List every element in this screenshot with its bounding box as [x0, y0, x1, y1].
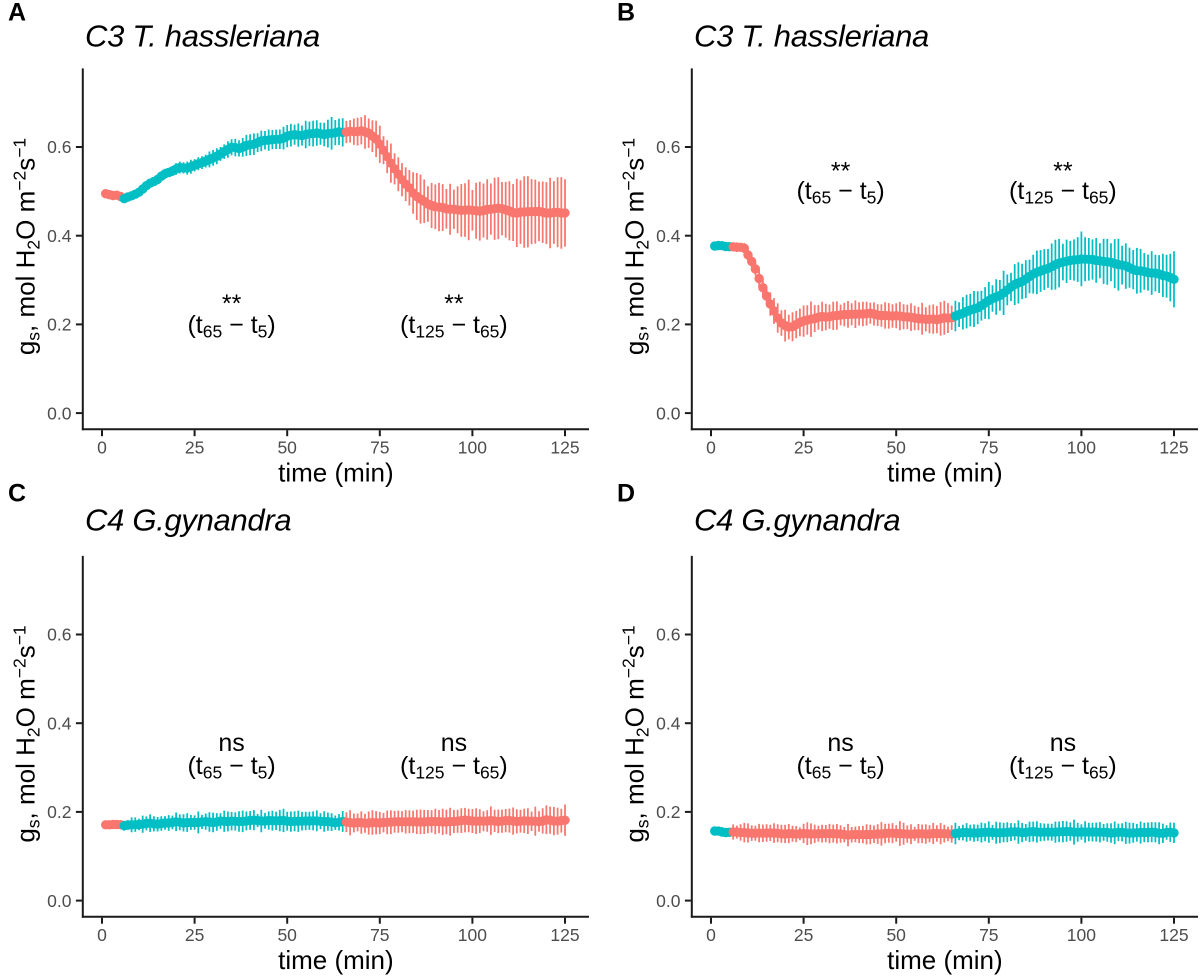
svg-text:(t65 − t5): (t65 − t5)	[796, 752, 884, 783]
svg-text:75: 75	[979, 438, 998, 458]
svg-text:0.0: 0.0	[656, 891, 681, 911]
svg-text:0.4: 0.4	[47, 226, 72, 246]
svg-text:75: 75	[370, 438, 389, 458]
svg-text:0.0: 0.0	[47, 891, 72, 911]
svg-text:125: 125	[550, 438, 579, 458]
svg-text:B: B	[617, 0, 635, 27]
svg-text:ns: ns	[218, 729, 244, 757]
svg-text:0: 0	[706, 438, 716, 458]
svg-text:50: 50	[886, 925, 906, 945]
svg-text:0.4: 0.4	[656, 713, 681, 733]
svg-text:25: 25	[794, 925, 813, 945]
svg-text:100: 100	[1067, 925, 1096, 945]
svg-text:100: 100	[1067, 438, 1096, 458]
svg-text:time (min): time (min)	[278, 945, 394, 975]
svg-text:0.6: 0.6	[47, 137, 71, 157]
svg-text:time (min): time (min)	[278, 457, 394, 487]
svg-text:0.0: 0.0	[47, 403, 72, 423]
svg-text:100: 100	[458, 438, 487, 458]
svg-text:C3 T. hassleriana: C3 T. hassleriana	[85, 18, 320, 53]
svg-text:A: A	[8, 0, 26, 27]
svg-text:50: 50	[277, 925, 297, 945]
svg-text:0: 0	[706, 925, 716, 945]
svg-text:0.4: 0.4	[47, 713, 72, 733]
svg-text:25: 25	[794, 438, 813, 458]
svg-text:0.0: 0.0	[656, 403, 681, 423]
svg-text:100: 100	[458, 925, 487, 945]
svg-text:125: 125	[550, 925, 579, 945]
svg-text:time (min): time (min)	[887, 457, 1003, 487]
svg-text:ns: ns	[441, 729, 467, 757]
svg-text:125: 125	[1159, 925, 1188, 945]
svg-text:50: 50	[886, 438, 906, 458]
svg-text:0: 0	[97, 438, 107, 458]
svg-text:75: 75	[370, 925, 389, 945]
svg-text:0.2: 0.2	[47, 315, 71, 335]
svg-text:0.4: 0.4	[656, 226, 681, 246]
svg-text:**: **	[222, 290, 242, 318]
svg-text:C3 T. hassleriana: C3 T. hassleriana	[694, 18, 929, 53]
svg-text:50: 50	[277, 438, 297, 458]
svg-text:**: **	[444, 290, 464, 318]
svg-text:C: C	[8, 480, 26, 508]
svg-text:**: **	[1053, 158, 1073, 186]
svg-text:C4 G.gynandra: C4 G.gynandra	[85, 502, 291, 537]
svg-text:0.6: 0.6	[656, 625, 680, 645]
svg-text:D: D	[617, 480, 635, 508]
svg-text:0: 0	[97, 925, 107, 945]
svg-text:0.6: 0.6	[656, 137, 680, 157]
svg-text:0.2: 0.2	[47, 802, 71, 822]
svg-text:25: 25	[185, 438, 204, 458]
svg-text:125: 125	[1159, 438, 1188, 458]
svg-text:time (min): time (min)	[887, 945, 1003, 975]
svg-text:**: **	[831, 158, 851, 186]
svg-text:C4 G.gynandra: C4 G.gynandra	[694, 502, 900, 537]
svg-text:ns: ns	[1050, 729, 1076, 757]
svg-text:ns: ns	[827, 729, 853, 757]
svg-text:0.2: 0.2	[656, 315, 680, 335]
svg-text:0.2: 0.2	[656, 802, 680, 822]
svg-text:25: 25	[185, 925, 204, 945]
svg-text:0.6: 0.6	[47, 625, 71, 645]
svg-text:75: 75	[979, 925, 998, 945]
